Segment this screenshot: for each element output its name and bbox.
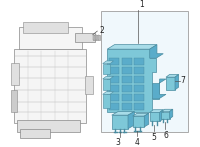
Polygon shape: [98, 35, 99, 40]
Polygon shape: [17, 120, 80, 132]
Polygon shape: [109, 85, 119, 92]
Polygon shape: [122, 94, 132, 101]
Polygon shape: [122, 85, 132, 92]
Polygon shape: [122, 103, 132, 110]
Polygon shape: [109, 103, 119, 110]
Polygon shape: [122, 67, 132, 74]
Polygon shape: [103, 79, 110, 90]
Polygon shape: [128, 112, 134, 129]
Polygon shape: [103, 92, 114, 94]
Polygon shape: [103, 64, 110, 75]
Polygon shape: [96, 35, 97, 40]
Polygon shape: [160, 110, 163, 121]
Polygon shape: [112, 112, 134, 115]
Polygon shape: [133, 113, 149, 116]
Polygon shape: [134, 58, 144, 65]
Polygon shape: [161, 112, 170, 119]
Polygon shape: [107, 49, 159, 112]
Text: 3: 3: [116, 138, 121, 147]
Polygon shape: [112, 115, 128, 129]
Polygon shape: [170, 109, 173, 119]
Polygon shape: [11, 90, 17, 112]
Polygon shape: [109, 67, 119, 74]
Polygon shape: [122, 76, 132, 83]
Polygon shape: [144, 113, 149, 127]
Polygon shape: [175, 75, 179, 90]
Polygon shape: [150, 110, 163, 112]
Polygon shape: [134, 67, 144, 74]
Polygon shape: [19, 27, 82, 49]
Text: 5: 5: [152, 133, 157, 142]
Polygon shape: [95, 35, 96, 40]
Polygon shape: [23, 22, 68, 33]
Bar: [101, 11, 188, 132]
Polygon shape: [109, 94, 119, 101]
Polygon shape: [134, 85, 144, 92]
Polygon shape: [93, 35, 94, 40]
Polygon shape: [93, 35, 100, 40]
Text: 7: 7: [180, 76, 185, 85]
Polygon shape: [134, 76, 144, 83]
Polygon shape: [85, 76, 93, 94]
Text: 4: 4: [135, 138, 139, 147]
Polygon shape: [20, 129, 50, 138]
Polygon shape: [166, 75, 179, 77]
Text: 2: 2: [100, 26, 105, 35]
Text: 1: 1: [139, 0, 144, 9]
Polygon shape: [103, 76, 114, 79]
Polygon shape: [134, 103, 144, 110]
Polygon shape: [109, 58, 119, 65]
Polygon shape: [152, 79, 166, 99]
Polygon shape: [14, 49, 86, 123]
Polygon shape: [166, 77, 175, 90]
Text: 6: 6: [164, 131, 168, 140]
Polygon shape: [107, 45, 157, 49]
Polygon shape: [75, 33, 95, 42]
Polygon shape: [103, 94, 110, 108]
Polygon shape: [103, 61, 114, 64]
Polygon shape: [11, 63, 19, 85]
Polygon shape: [109, 76, 119, 83]
Polygon shape: [161, 109, 173, 112]
Polygon shape: [150, 112, 160, 121]
Polygon shape: [133, 116, 144, 127]
Polygon shape: [122, 58, 132, 65]
Polygon shape: [134, 94, 144, 101]
Polygon shape: [150, 45, 163, 58]
